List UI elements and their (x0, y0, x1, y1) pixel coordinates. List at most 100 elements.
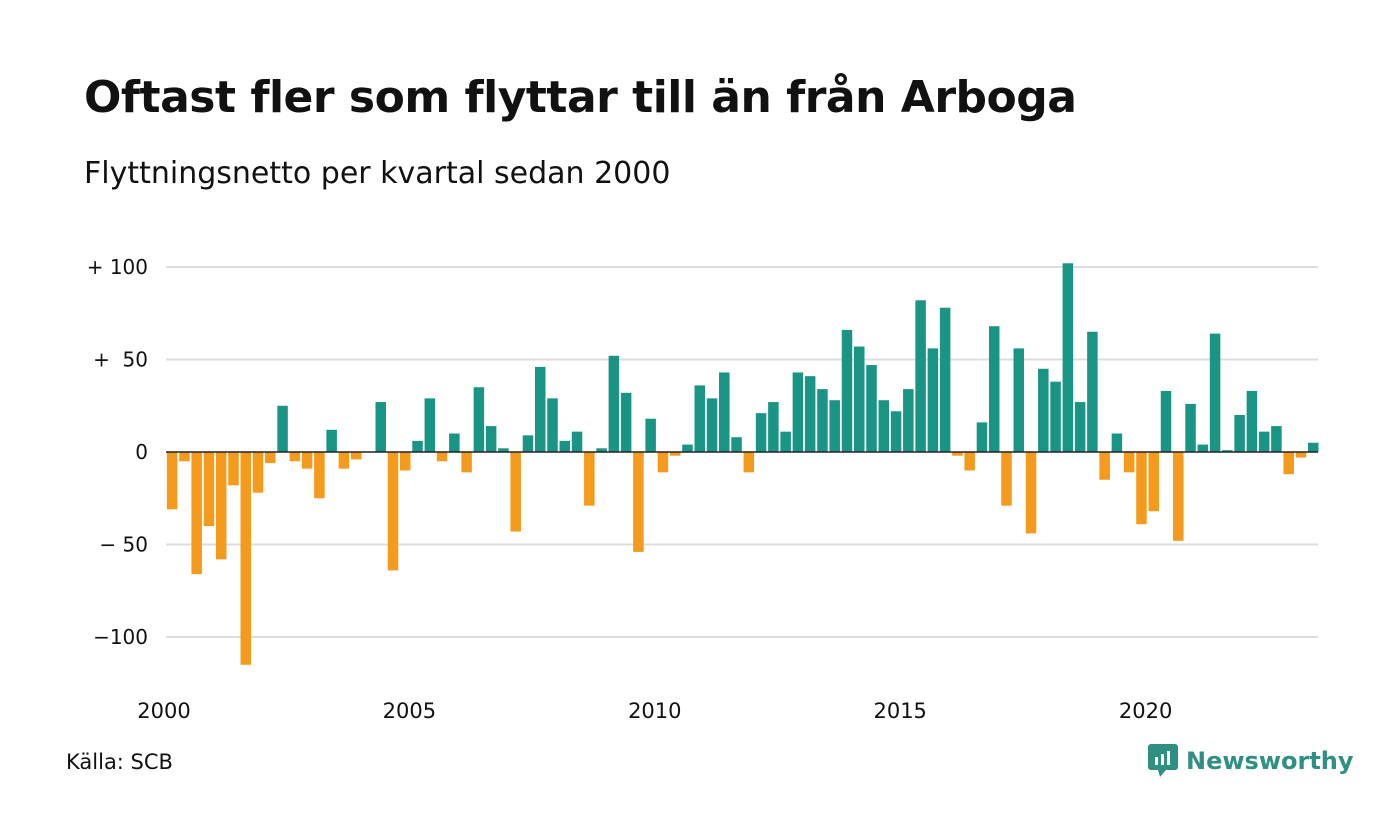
bar (252, 452, 264, 493)
y-tick-label: −100 (93, 625, 148, 649)
bar (1307, 442, 1319, 452)
bar (645, 418, 656, 452)
x-tick-label: 2010 (628, 699, 681, 723)
bar (449, 433, 460, 452)
bar (1062, 263, 1074, 452)
bar (498, 448, 509, 452)
bar (854, 346, 865, 452)
bar (1283, 452, 1294, 475)
bar (1173, 452, 1184, 541)
y-tick-label: + 100 (87, 255, 148, 279)
bar (927, 348, 939, 452)
source-note: Källa: SCB (66, 750, 173, 774)
y-tick-label: − 50 (99, 533, 148, 557)
bar (412, 440, 423, 452)
bar (657, 452, 669, 473)
bar (277, 405, 288, 452)
bar (228, 452, 239, 486)
bar (633, 452, 644, 552)
bar (1013, 348, 1025, 452)
bar (1050, 381, 1061, 452)
bar (939, 307, 951, 452)
bar (1258, 431, 1270, 452)
bar (964, 452, 975, 471)
bar (436, 452, 448, 462)
bar (240, 452, 251, 665)
bar (1074, 402, 1086, 452)
x-tick-label: 2015 (873, 699, 926, 723)
bar (952, 452, 963, 456)
bar (473, 387, 485, 452)
bar (755, 413, 767, 452)
bar (1234, 415, 1245, 452)
bar (559, 440, 571, 452)
bar (203, 452, 215, 526)
bar (620, 392, 632, 452)
bar (903, 389, 914, 452)
bar (191, 452, 202, 575)
bar (1197, 444, 1209, 452)
bar (596, 448, 607, 452)
bar (1111, 433, 1123, 452)
chart-title: Oftast fler som flyttar till än från Arb… (84, 72, 1077, 123)
bar (1185, 403, 1196, 452)
bar (510, 452, 521, 532)
bar (1271, 426, 1282, 452)
bar (424, 398, 436, 452)
x-tick-label: 2000 (137, 699, 190, 723)
bar (743, 452, 755, 473)
x-tick-label: 2020 (1119, 699, 1172, 723)
y-tick-label: 0 (135, 440, 148, 464)
bar (608, 355, 620, 452)
bar (547, 398, 558, 452)
bar (350, 452, 362, 460)
bar (1038, 368, 1049, 452)
bar (485, 426, 497, 452)
bar (780, 431, 791, 452)
bar (669, 452, 681, 456)
bar (326, 429, 337, 452)
bar (1295, 452, 1307, 458)
bar (522, 435, 534, 452)
bar (1087, 331, 1098, 452)
bar (988, 326, 1000, 452)
bar (1001, 452, 1012, 506)
bar (890, 411, 902, 452)
bar (375, 402, 386, 452)
chart-subtitle: Flyttningsnetto per kvartal sedan 2000 (84, 156, 671, 191)
bar (804, 376, 816, 452)
bar (915, 300, 926, 452)
bar (682, 444, 693, 452)
newsworthy-logo-icon (1148, 744, 1178, 777)
bar (289, 452, 301, 462)
bar (166, 452, 178, 510)
bar (878, 400, 890, 452)
bar (1160, 390, 1172, 452)
bar (534, 366, 546, 452)
bar (706, 398, 718, 452)
bar (387, 452, 399, 571)
bar (1025, 452, 1037, 534)
bar (571, 431, 583, 452)
bar (1209, 333, 1221, 452)
bar (841, 329, 853, 452)
bar (179, 452, 190, 462)
bar (976, 422, 988, 452)
bar (694, 385, 705, 452)
bar (792, 372, 804, 452)
bar (1123, 452, 1135, 473)
bar (1136, 452, 1147, 525)
bar (866, 365, 877, 452)
bar (215, 452, 227, 560)
bar (731, 437, 742, 452)
bar (719, 372, 730, 452)
bar (314, 452, 325, 499)
x-tick-label: 2005 (383, 699, 436, 723)
bar (817, 389, 828, 452)
bar (1222, 450, 1233, 452)
bar (338, 452, 350, 469)
bar (1246, 390, 1258, 452)
bar (1099, 452, 1110, 480)
y-tick-label: + 50 (93, 348, 148, 372)
